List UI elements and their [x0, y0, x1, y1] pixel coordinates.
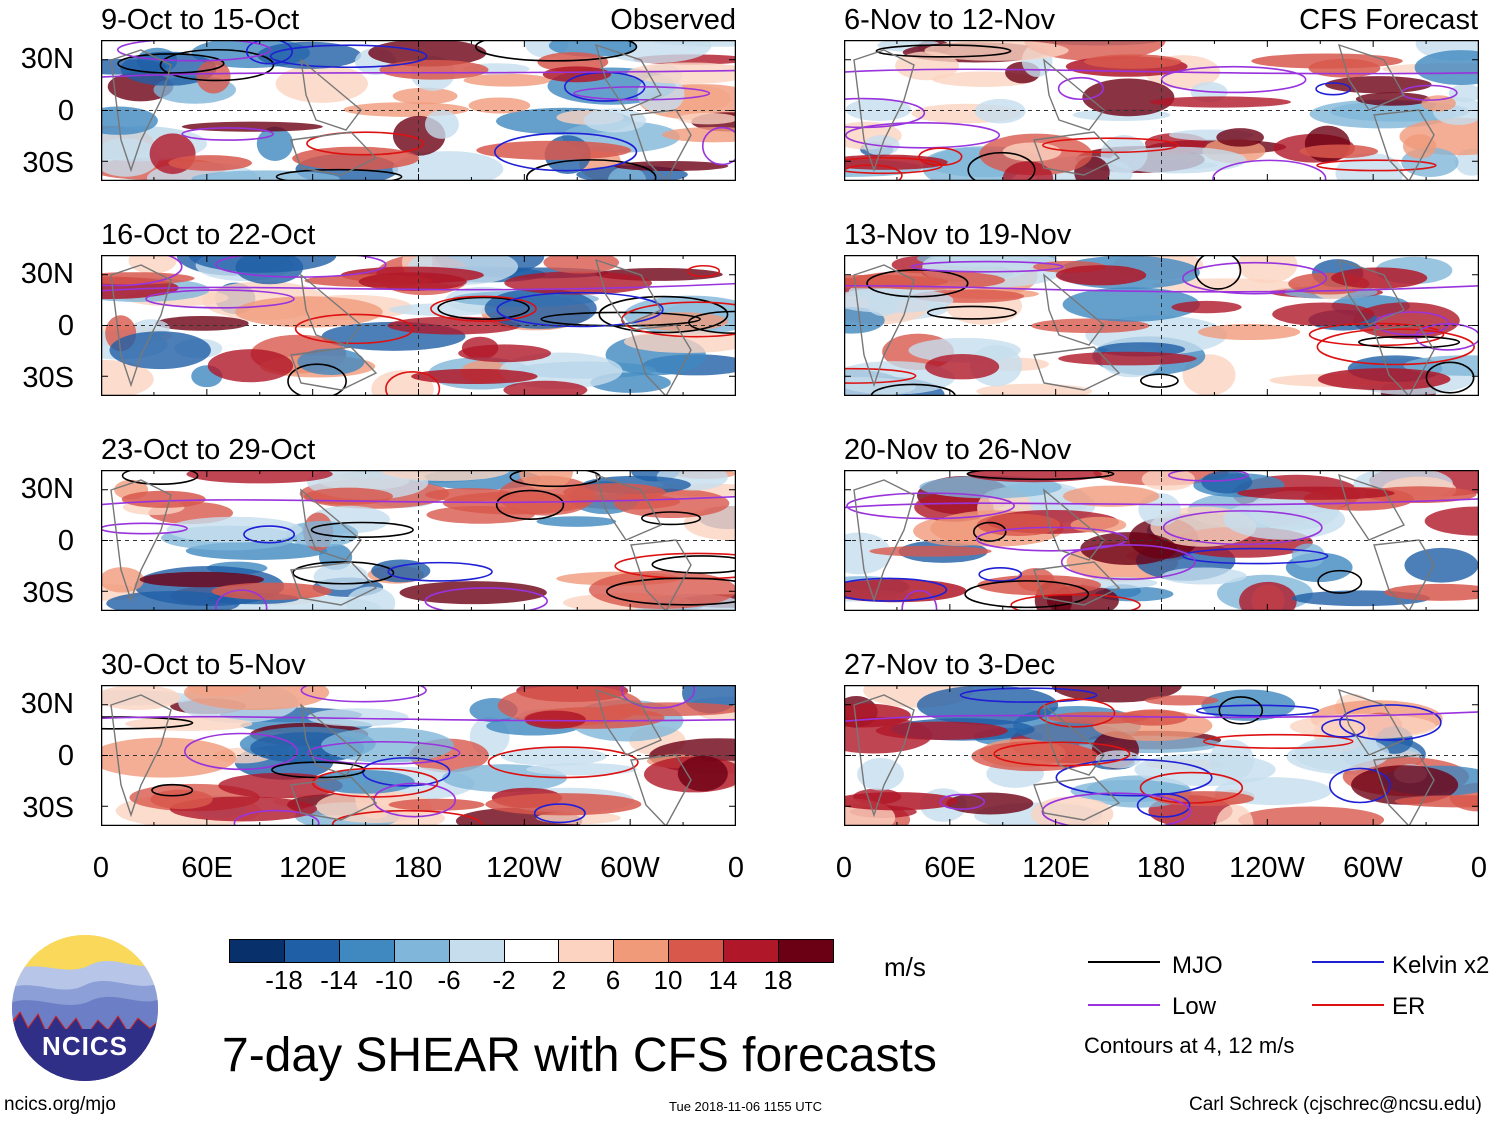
panel-title-fcst-4: 27-Nov to 3-Dec [844, 649, 1056, 681]
lat-label-30n: 30N [20, 43, 74, 75]
colorbar-swatch [723, 940, 779, 962]
panel-title-fcst-1: 6-Nov to 12-Nov [844, 4, 1056, 36]
map-fcst-2 [844, 255, 1479, 396]
panel-title-obs-1: 9-Oct to 15-Oct [101, 4, 300, 36]
lon-label: 0 [727, 852, 745, 884]
lon-label: 180 [1136, 852, 1186, 884]
observed-label: Observed [610, 4, 736, 36]
map-obs-3 [101, 470, 736, 611]
colorbar-tick-label: -10 [375, 965, 413, 995]
legend-label-low: Low [1172, 993, 1217, 1020]
map-obs-1 [101, 40, 736, 181]
lon-label: 60E [181, 852, 233, 884]
logo-text: NCICS [42, 1031, 128, 1061]
lat-label-30s: 30S [22, 577, 74, 609]
colorbar-swatch [778, 940, 833, 962]
lon-label: 0 [92, 852, 110, 884]
colorbar-swatch [448, 940, 504, 962]
colorbar-swatch [338, 940, 394, 962]
colorbar-tick-label: -6 [437, 965, 461, 995]
lat-label-30n: 30N [20, 473, 74, 505]
colorbar-tick-label: 2 [551, 965, 567, 995]
lat-label-eq: 0 [57, 95, 74, 127]
colorbar-swatch [230, 940, 284, 962]
map-fcst-3 [844, 470, 1479, 611]
colorbar-tick-label: -14 [320, 965, 358, 995]
colorbar-swatch [613, 940, 669, 962]
colorbar-tick-label: 18 [763, 965, 793, 995]
legend-label-er: ER [1392, 993, 1426, 1020]
colorbar-swatch [558, 940, 614, 962]
lon-label: 60E [924, 852, 976, 884]
cfs-forecast-label: CFS Forecast [1299, 4, 1478, 36]
colorbar [229, 939, 834, 963]
page-title: 7-day SHEAR with CFS forecasts [222, 1029, 937, 1082]
lon-label: 0 [1470, 852, 1488, 884]
lon-label: 120E [1022, 852, 1090, 884]
lat-label-eq: 0 [57, 525, 74, 557]
legend-label-kelvin: Kelvin x2 [1392, 952, 1490, 979]
credit: Carl Schreck (cjschrec@ncsu.edu) [1189, 1094, 1482, 1115]
panel-title-fcst-2: 13-Nov to 19-Nov [844, 219, 1072, 251]
colorbar-swatch [503, 940, 559, 962]
lat-label-30n: 30N [20, 688, 74, 720]
timestamp: Tue 2018-11-06 1155 UTC [669, 1099, 822, 1114]
colorbar-tick-label: 10 [653, 965, 683, 995]
legend-line-mjo [1088, 961, 1160, 963]
legend-line-er [1312, 1004, 1384, 1006]
legend-line-kelvin [1312, 961, 1384, 963]
lon-label: 60W [1343, 852, 1403, 884]
map-obs-4 [101, 685, 736, 826]
colorbar-tick-label: -18 [265, 965, 303, 995]
map-fcst-1 [844, 40, 1479, 181]
contour-note: Contours at 4, 12 m/s [1084, 1033, 1295, 1058]
panel-title-obs-2: 16-Oct to 22-Oct [101, 219, 316, 251]
legend-line-low [1088, 1004, 1160, 1006]
map-fcst-4 [844, 685, 1479, 826]
lon-label: 120W [486, 852, 562, 884]
panel-title-fcst-3: 20-Nov to 26-Nov [844, 434, 1072, 466]
panel-title-obs-3: 23-Oct to 29-Oct [101, 434, 316, 466]
colorbar-swatch [668, 940, 724, 962]
panel-title-obs-4: 30-Oct to 5-Nov [101, 649, 306, 681]
source-url[interactable]: ncics.org/mjo [4, 1094, 116, 1115]
colorbar-tick-label: -2 [492, 965, 516, 995]
ncics-logo: NCICS [12, 935, 158, 1081]
lon-label: 120E [279, 852, 347, 884]
lon-label: 120W [1229, 852, 1305, 884]
colorbar-unit: m/s [884, 952, 926, 982]
lon-label: 180 [393, 852, 443, 884]
lat-label-30s: 30S [22, 147, 74, 179]
lon-label: 60W [600, 852, 660, 884]
colorbar-tick-label: 6 [605, 965, 621, 995]
legend-label-mjo: MJO [1172, 952, 1223, 979]
lat-label-eq: 0 [57, 740, 74, 772]
map-obs-2 [101, 255, 736, 396]
colorbar-swatch [393, 940, 449, 962]
lat-label-30s: 30S [22, 362, 74, 394]
lat-label-30n: 30N [20, 258, 74, 290]
colorbar-tick-label: 14 [708, 965, 738, 995]
lon-label: 0 [835, 852, 853, 884]
lat-label-eq: 0 [57, 310, 74, 342]
lat-label-30s: 30S [22, 792, 74, 824]
colorbar-swatch [283, 940, 339, 962]
